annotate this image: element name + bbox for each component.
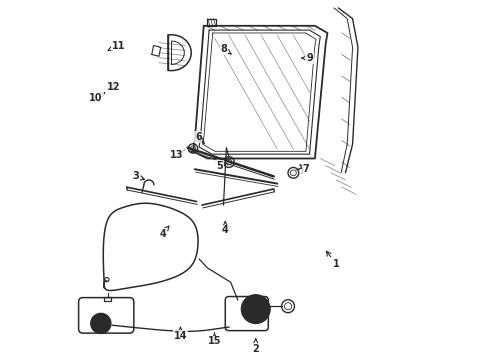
Text: 6: 6 [195, 132, 204, 144]
Text: 11: 11 [108, 41, 125, 50]
Text: 4: 4 [222, 221, 229, 235]
FancyBboxPatch shape [78, 298, 134, 333]
Text: 5: 5 [217, 159, 226, 171]
Text: 15: 15 [208, 333, 221, 346]
Text: 4: 4 [159, 226, 169, 239]
Circle shape [242, 295, 270, 323]
Text: 3: 3 [132, 171, 145, 181]
Text: 13: 13 [170, 150, 184, 160]
Text: 8: 8 [221, 44, 231, 54]
FancyBboxPatch shape [225, 297, 269, 330]
Text: 12: 12 [107, 82, 121, 92]
Text: 1: 1 [326, 251, 340, 269]
Text: 7: 7 [299, 164, 309, 174]
Text: 2: 2 [252, 339, 259, 354]
Circle shape [91, 314, 111, 333]
Text: 10: 10 [90, 93, 105, 103]
Text: 14: 14 [173, 327, 187, 341]
Text: 9: 9 [302, 53, 313, 63]
